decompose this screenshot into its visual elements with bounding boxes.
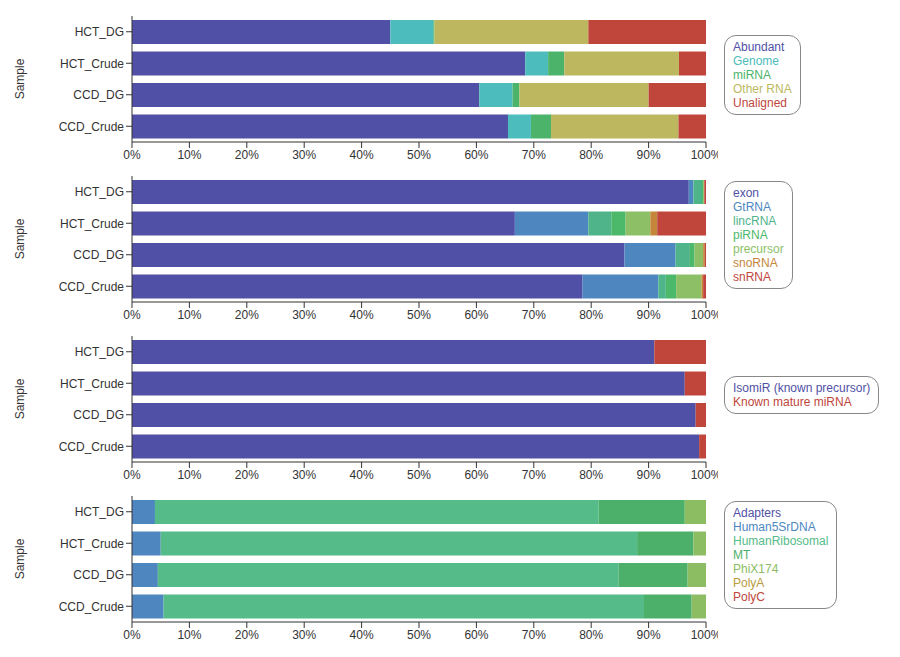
svg-text:30%: 30%: [292, 628, 316, 642]
html-text:MT: MT: [733, 548, 751, 562]
svg-text:30%: 30%: [292, 468, 316, 482]
html-text:GtRNA: GtRNA: [733, 200, 771, 214]
svg-text:HCT_Crude: HCT_Crude: [60, 537, 124, 551]
html-text:Adapters: Adapters: [733, 506, 781, 520]
html-text:PolyA: PolyA: [733, 576, 765, 590]
svg-text:80%: 80%: [579, 148, 603, 162]
svg-text:70%: 70%: [522, 308, 546, 322]
svg-text:60%: 60%: [464, 308, 488, 322]
svg-text:HCT_DG: HCT_DG: [75, 25, 124, 39]
svg-text:HCT_DG: HCT_DG: [75, 345, 124, 359]
html-text:Other RNA: Other RNA: [733, 82, 792, 96]
svg-text:90%: 90%: [637, 148, 661, 162]
html-text:HumanRibosomal: HumanRibosomal: [733, 534, 829, 548]
svg-text:CCD_Crude: CCD_Crude: [59, 600, 125, 614]
svg-text:60%: 60%: [464, 148, 488, 162]
html-text:miRNA: miRNA: [733, 68, 771, 82]
svg-text:0%: 0%: [123, 148, 141, 162]
svg-text:40%: 40%: [350, 148, 374, 162]
svg-text:100%: 100%: [691, 468, 718, 482]
svg-text:100%: 100%: [691, 308, 718, 322]
svg-text:80%: 80%: [579, 468, 603, 482]
svg-text:0%: 0%: [123, 468, 141, 482]
html-text:piRNA: piRNA: [733, 228, 768, 242]
svg-text:80%: 80%: [579, 628, 603, 642]
svg-text:60%: 60%: [464, 628, 488, 642]
svg-text:50%: 50%: [407, 148, 431, 162]
svg-text:10%: 10%: [177, 628, 201, 642]
svg-text:40%: 40%: [350, 308, 374, 322]
html-text:lincRNA: lincRNA: [733, 214, 777, 228]
svg-text:CCD_DG: CCD_DG: [73, 408, 124, 422]
svg-text:Sample: Sample: [13, 218, 27, 259]
svg-text:CCD_DG: CCD_DG: [73, 248, 124, 262]
svg-text:50%: 50%: [407, 628, 431, 642]
svg-text:0%: 0%: [123, 308, 141, 322]
svg-text:20%: 20%: [235, 628, 259, 642]
svg-text:50%: 50%: [407, 308, 431, 322]
html-text:Genome: Genome: [733, 54, 779, 68]
html-text:PolyC: PolyC: [733, 590, 765, 604]
html-text:exon: exon: [733, 186, 759, 200]
svg-text:HCT_Crude: HCT_Crude: [60, 377, 124, 391]
svg-text:10%: 10%: [177, 148, 201, 162]
svg-text:CCD_DG: CCD_DG: [73, 88, 124, 102]
svg-text:CCD_Crude: CCD_Crude: [59, 120, 125, 134]
svg-text:10%: 10%: [177, 468, 201, 482]
svg-text:HCT_Crude: HCT_Crude: [60, 217, 124, 231]
svg-text:30%: 30%: [292, 308, 316, 322]
svg-text:20%: 20%: [235, 308, 259, 322]
svg-text:20%: 20%: [235, 468, 259, 482]
html-text:Human5SrDNA: Human5SrDNA: [733, 520, 816, 534]
html-text:PhiX174: PhiX174: [733, 562, 779, 576]
svg-text:60%: 60%: [464, 468, 488, 482]
svg-text:CCD_Crude: CCD_Crude: [59, 280, 125, 294]
svg-text:100%: 100%: [691, 148, 718, 162]
svg-text:90%: 90%: [637, 628, 661, 642]
svg-text:40%: 40%: [350, 628, 374, 642]
svg-text:20%: 20%: [235, 148, 259, 162]
svg-text:100%: 100%: [691, 628, 718, 642]
svg-text:0%: 0%: [123, 628, 141, 642]
svg-text:Sample: Sample: [13, 58, 27, 99]
svg-text:90%: 90%: [637, 308, 661, 322]
svg-text:CCD_DG: CCD_DG: [73, 568, 124, 582]
svg-text:30%: 30%: [292, 148, 316, 162]
svg-text:10%: 10%: [177, 308, 201, 322]
html-text:Known mature miRNA: Known mature miRNA: [733, 395, 852, 409]
html-text:precursor: precursor: [733, 242, 784, 256]
svg-text:Sample: Sample: [13, 538, 27, 579]
svg-text:HCT_Crude: HCT_Crude: [60, 57, 124, 71]
svg-text:90%: 90%: [637, 468, 661, 482]
html-text:snoRNA: snoRNA: [733, 256, 778, 270]
svg-text:50%: 50%: [407, 468, 431, 482]
svg-text:40%: 40%: [350, 468, 374, 482]
html-text:Abundant: Abundant: [733, 40, 785, 54]
svg-text:Sample: Sample: [13, 378, 27, 419]
html-text:IsomiR (known precursor): IsomiR (known precursor): [733, 381, 871, 395]
svg-text:HCT_DG: HCT_DG: [75, 185, 124, 199]
svg-text:70%: 70%: [522, 628, 546, 642]
svg-text:70%: 70%: [522, 148, 546, 162]
html-text:snRNA: snRNA: [733, 270, 771, 284]
svg-text:CCD_Crude: CCD_Crude: [59, 440, 125, 454]
svg-text:70%: 70%: [522, 468, 546, 482]
svg-text:HCT_DG: HCT_DG: [75, 505, 124, 519]
html-text:Unaligned: Unaligned: [733, 96, 787, 110]
svg-text:80%: 80%: [579, 308, 603, 322]
